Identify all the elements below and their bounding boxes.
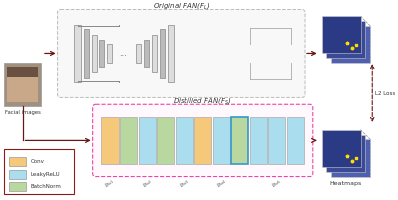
Bar [268, 117, 285, 164]
Bar [74, 25, 81, 82]
FancyBboxPatch shape [58, 9, 305, 97]
Bar [107, 44, 112, 63]
Text: $b_{lo1}$: $b_{lo1}$ [103, 177, 117, 190]
Text: ...: ... [119, 49, 127, 58]
Bar [231, 117, 248, 164]
Bar [144, 40, 149, 67]
Bar [92, 35, 97, 72]
Bar [9, 157, 26, 166]
Bar [160, 29, 165, 78]
Bar [322, 130, 361, 167]
Bar [139, 117, 156, 164]
Bar [120, 117, 137, 164]
Bar [194, 117, 211, 164]
Text: Original FAN($F_L$): Original FAN($F_L$) [152, 1, 210, 11]
Bar [168, 25, 174, 82]
Bar [4, 63, 41, 106]
Bar [287, 117, 304, 164]
Text: Facial images: Facial images [5, 110, 41, 115]
Text: $b_{lo3}$: $b_{lo3}$ [178, 177, 191, 190]
Bar [7, 67, 38, 77]
Text: $b_{lo2}$: $b_{lo2}$ [140, 177, 154, 190]
Bar [326, 135, 365, 172]
Bar [7, 67, 38, 102]
Bar [100, 40, 104, 67]
Text: $b_{lo4}$: $b_{lo4}$ [215, 177, 228, 190]
Text: Distilled FAN($F_S$): Distilled FAN($F_S$) [174, 95, 232, 106]
Bar [101, 117, 119, 164]
Bar [152, 35, 157, 72]
Text: BatchNorm: BatchNorm [30, 184, 61, 189]
Bar [157, 117, 174, 164]
Text: Conv: Conv [30, 159, 44, 164]
Bar [137, 44, 141, 63]
Text: Heatmaps: Heatmaps [330, 181, 362, 186]
Bar [331, 26, 370, 63]
FancyBboxPatch shape [93, 104, 313, 177]
Bar [331, 139, 370, 177]
Text: LeakyReLU: LeakyReLU [30, 172, 60, 177]
Bar [9, 170, 26, 179]
Bar [322, 16, 361, 53]
Bar [326, 21, 365, 58]
Bar [176, 117, 193, 164]
Bar [213, 117, 230, 164]
Text: L2 Loss: L2 Loss [375, 91, 395, 96]
Bar [4, 149, 74, 194]
Bar [84, 29, 89, 78]
Bar [250, 117, 267, 164]
Bar [9, 182, 26, 191]
Text: $b_{lo5}$: $b_{lo5}$ [270, 177, 284, 190]
